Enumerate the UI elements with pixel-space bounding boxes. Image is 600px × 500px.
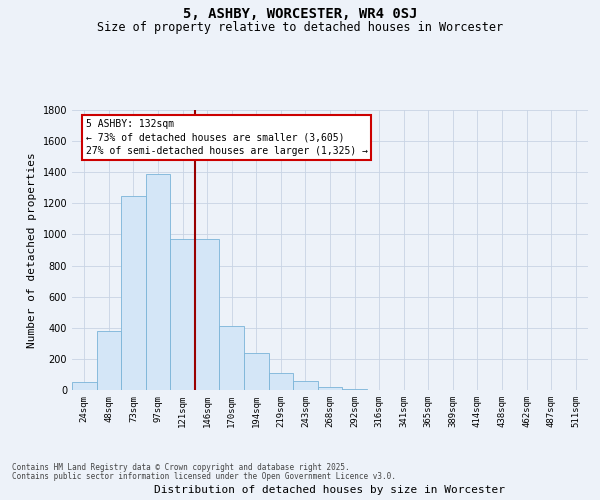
Bar — [220, 326, 244, 390]
Bar — [121, 196, 146, 390]
Text: Distribution of detached houses by size in Worcester: Distribution of detached houses by size … — [155, 485, 505, 495]
Bar — [97, 331, 121, 390]
Text: 5, ASHBY, WORCESTER, WR4 0SJ: 5, ASHBY, WORCESTER, WR4 0SJ — [183, 8, 417, 22]
Bar — [72, 382, 97, 390]
Bar — [244, 352, 269, 390]
Y-axis label: Number of detached properties: Number of detached properties — [27, 152, 37, 348]
Bar — [269, 373, 293, 390]
Text: 5 ASHBY: 132sqm
← 73% of detached houses are smaller (3,605)
27% of semi-detache: 5 ASHBY: 132sqm ← 73% of detached houses… — [86, 120, 368, 156]
Text: Contains public sector information licensed under the Open Government Licence v3: Contains public sector information licen… — [12, 472, 396, 481]
Bar — [318, 387, 342, 390]
Bar — [293, 380, 318, 390]
Text: Size of property relative to detached houses in Worcester: Size of property relative to detached ho… — [97, 21, 503, 34]
Bar — [342, 389, 367, 390]
Bar — [146, 174, 170, 390]
Text: Contains HM Land Registry data © Crown copyright and database right 2025.: Contains HM Land Registry data © Crown c… — [12, 464, 350, 472]
Bar — [170, 239, 195, 390]
Bar — [195, 239, 220, 390]
